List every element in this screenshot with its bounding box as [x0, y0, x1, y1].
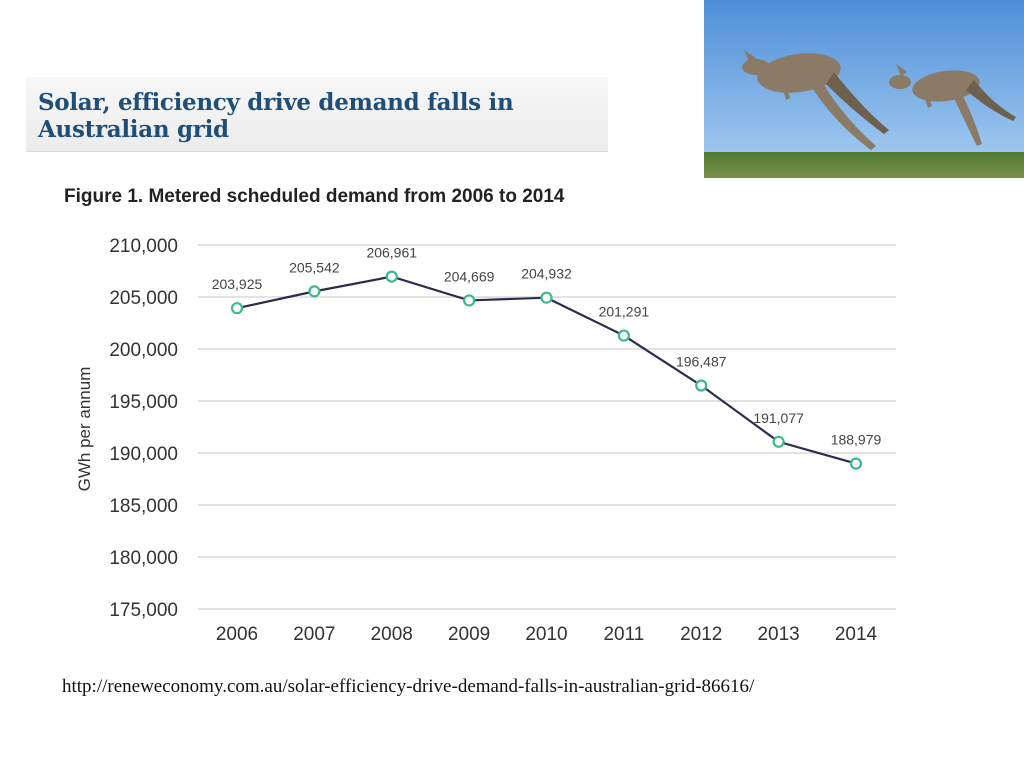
headline-box: Solar, efficiency drive demand falls in … — [26, 77, 608, 152]
data-point-marker — [695, 379, 708, 392]
y-tick-label: 210,000 — [109, 236, 178, 257]
data-label: 196,487 — [676, 354, 727, 370]
x-tick-label: 2014 — [835, 624, 878, 645]
x-tick-label: 2012 — [680, 624, 722, 645]
data-label: 204,932 — [521, 266, 572, 282]
data-label: 204,669 — [444, 268, 495, 284]
kangaroo-small-icon — [889, 64, 1016, 146]
data-point-marker — [772, 435, 785, 448]
y-tick-label: 195,000 — [109, 392, 178, 413]
kangaroo-photo — [704, 0, 1024, 178]
source-url: http://reneweconomy.com.au/solar-efficie… — [62, 676, 755, 697]
y-tick-label: 200,000 — [109, 340, 178, 361]
x-tick-label: 2013 — [757, 624, 799, 645]
data-point-marker — [385, 270, 398, 283]
x-tick-label: 2006 — [216, 624, 258, 645]
data-point-marker — [849, 457, 863, 470]
data-point-marker — [617, 329, 630, 342]
data-label: 191,077 — [753, 410, 804, 426]
data-label: 206,961 — [366, 245, 417, 261]
headline-line-2: Australian grid — [38, 116, 229, 143]
headline: Solar, efficiency drive demand falls in … — [38, 89, 514, 143]
y-tick-label: 205,000 — [109, 288, 178, 309]
x-tick-label: 2007 — [293, 624, 335, 645]
data-point-marker — [463, 294, 476, 307]
x-tick-label: 2010 — [525, 624, 567, 645]
grass — [704, 152, 1024, 178]
y-axis-label: GWh per annum — [75, 367, 94, 492]
x-tick-label: 2011 — [603, 624, 644, 645]
series-line — [236, 275, 857, 465]
data-label: 201,291 — [599, 304, 650, 320]
y-tick-label: 190,000 — [109, 444, 178, 465]
kangaroo-large-icon — [742, 50, 889, 150]
data-label: 203,925 — [212, 276, 263, 292]
data-label: 205,542 — [289, 259, 340, 275]
figure-title: Figure 1. Metered scheduled demand from … — [64, 186, 565, 207]
data-label: 188,979 — [831, 432, 882, 448]
data-point-marker — [540, 291, 553, 304]
data-point-marker — [230, 302, 244, 315]
y-tick-label: 175,000 — [109, 600, 178, 621]
x-tick-label: 2009 — [448, 624, 490, 645]
y-tick-label: 180,000 — [109, 548, 178, 569]
x-tick-label: 2008 — [371, 624, 413, 645]
y-tick-label: 185,000 — [109, 496, 178, 517]
data-point-marker — [308, 285, 321, 298]
headline-line-1: Solar, efficiency drive demand falls in — [38, 89, 514, 116]
